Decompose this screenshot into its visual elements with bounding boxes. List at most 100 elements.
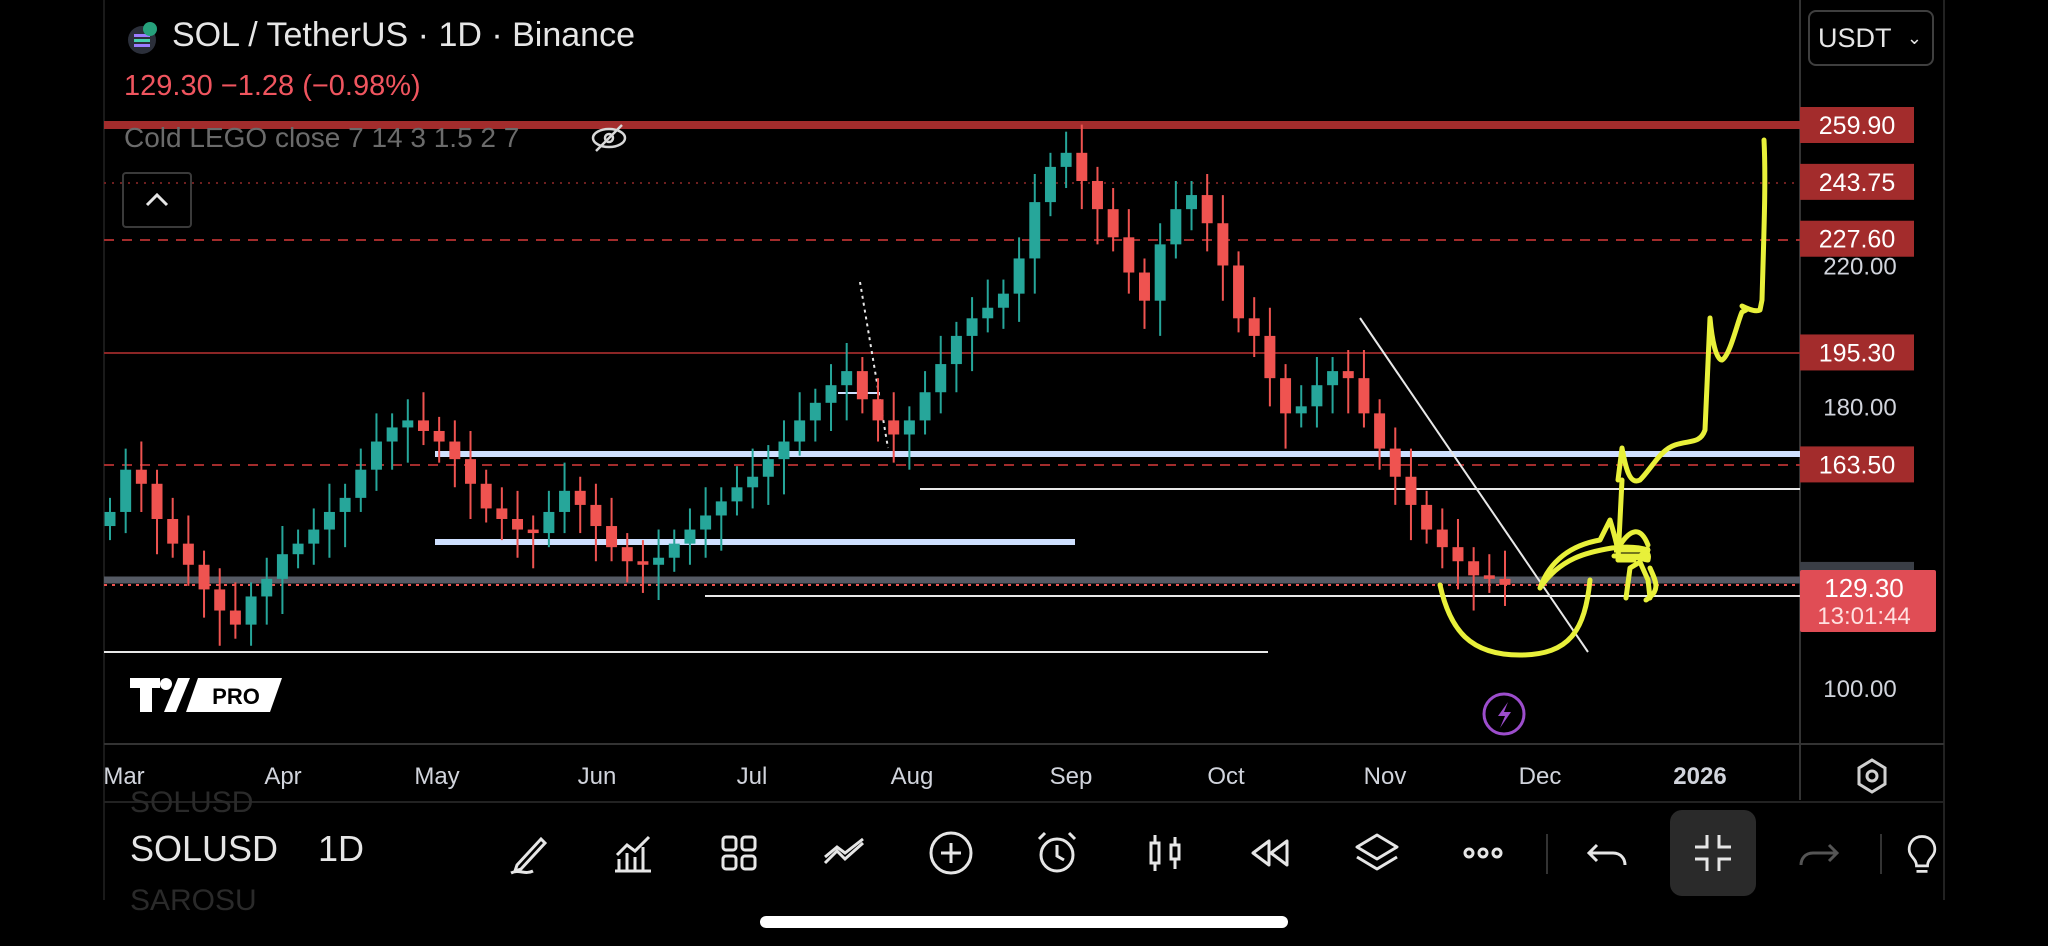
symbol-button[interactable]: SOLUSD xyxy=(130,828,279,869)
layers-button[interactable] xyxy=(1334,810,1420,896)
candles-icon xyxy=(1149,835,1181,871)
x-tick-label: Oct xyxy=(1207,763,1245,790)
pen-icon xyxy=(510,836,548,875)
rewind-icon xyxy=(1251,839,1289,867)
candle-body xyxy=(825,385,837,403)
candle-body xyxy=(778,441,790,460)
x-tick-label: Mar xyxy=(103,763,144,790)
settings-gear-icon[interactable] xyxy=(1852,756,1892,796)
price-label-box[interactable] xyxy=(1800,163,1914,200)
layouts-button[interactable] xyxy=(696,810,782,896)
last-price-value: 129.30 xyxy=(1824,573,1904,603)
price-label-box[interactable] xyxy=(1800,446,1914,483)
indicators-button[interactable] xyxy=(590,810,676,896)
fullscreen-exit-button[interactable] xyxy=(1670,810,1756,896)
grid-icon xyxy=(721,835,757,871)
currency-select[interactable]: USDT ⌄ xyxy=(1808,10,1934,66)
symbol-ghost-bottom: SAROSU xyxy=(130,884,257,917)
candle-body xyxy=(794,420,806,442)
price-label-box[interactable] xyxy=(1800,107,1914,143)
compare-button[interactable] xyxy=(802,810,888,896)
chart-pane[interactable] xyxy=(104,0,1800,744)
candle-body xyxy=(1295,406,1307,414)
price-label-value: 163.50 xyxy=(1819,451,1895,479)
alarm-clock-icon xyxy=(1037,831,1077,873)
candle-body xyxy=(1421,504,1433,530)
candle-body xyxy=(449,441,461,460)
candle-body xyxy=(480,483,492,509)
candle-body xyxy=(966,318,978,336)
x-tick-label: Jul xyxy=(737,763,768,790)
home-indicator xyxy=(760,916,1288,928)
candle-body xyxy=(1327,371,1339,386)
pro-label: PRO xyxy=(212,684,260,709)
collapse-legend-button[interactable] xyxy=(122,172,192,228)
candle-body xyxy=(276,554,288,579)
more-button[interactable] xyxy=(1440,810,1526,896)
trendline-down[interactable] xyxy=(1359,317,1589,653)
x-tick-label: Sep xyxy=(1050,763,1093,790)
coin-logo-icon xyxy=(124,20,160,56)
lightning-icon[interactable] xyxy=(1482,692,1526,736)
candle-body xyxy=(762,459,774,477)
candle-body xyxy=(308,529,320,544)
x-axis-ticks: Mar Apr May Jun Jul Aug Sep Oct Nov Dec 2026 xyxy=(103,763,1726,790)
candle-body xyxy=(621,547,633,562)
candle-body xyxy=(700,515,712,530)
bar-type-button[interactable] xyxy=(1122,810,1208,896)
candle-body xyxy=(1201,195,1213,224)
candle-body xyxy=(919,392,931,421)
candle-body xyxy=(982,307,994,319)
price-label-value: 243.75 xyxy=(1819,169,1895,197)
candle-body xyxy=(1076,152,1088,181)
candle-body xyxy=(261,578,273,597)
add-button[interactable] xyxy=(908,810,994,896)
undo-button[interactable] xyxy=(1564,810,1650,896)
candle-body xyxy=(104,511,116,527)
candle-body xyxy=(1170,209,1182,245)
plus-circle-icon xyxy=(929,831,973,875)
candle-body xyxy=(590,504,602,527)
interval-button[interactable]: 1D xyxy=(318,828,365,869)
chevron-down-icon: ⌄ xyxy=(1906,27,1922,48)
redo-button[interactable] xyxy=(1776,810,1862,896)
candle-body xyxy=(1233,265,1245,319)
candle-body xyxy=(841,371,853,386)
drawing-pen-button[interactable] xyxy=(486,810,572,896)
alert-button[interactable] xyxy=(1014,810,1100,896)
candle-body xyxy=(1091,180,1103,210)
candle-body xyxy=(1044,166,1056,203)
lightbulb-icon xyxy=(1907,835,1937,873)
candle-body xyxy=(1374,413,1386,449)
price-label-box[interactable] xyxy=(1800,220,1914,257)
candle-body xyxy=(1139,272,1150,301)
candle-body xyxy=(512,518,524,530)
candle-body xyxy=(1264,335,1276,379)
candle-body xyxy=(1483,575,1495,579)
toolbar-separator xyxy=(1880,834,1882,874)
eye-off-icon[interactable] xyxy=(590,122,628,154)
idea-button[interactable] xyxy=(1900,810,1944,896)
replay-button[interactable] xyxy=(1228,810,1314,896)
candle-body xyxy=(355,469,367,498)
candle-body xyxy=(1358,378,1370,414)
candle-body xyxy=(245,596,257,625)
x-tick-label: Nov xyxy=(1364,763,1407,790)
candle-body xyxy=(120,469,132,512)
candle-body xyxy=(386,427,398,442)
price-label-box[interactable] xyxy=(1800,334,1914,371)
candle-body xyxy=(496,508,508,519)
candle-body xyxy=(731,487,743,502)
symbol-title[interactable]: SOL / TetherUS · 1D · Binance xyxy=(172,16,635,54)
candle-body xyxy=(339,497,351,512)
candle-body xyxy=(1280,378,1292,414)
symbol-ghost-top: SOLUSD xyxy=(130,786,254,819)
candle-body xyxy=(684,529,696,544)
layers-icon xyxy=(1355,833,1399,871)
indicator-legend[interactable]: Cold LEGO close 7 14 3 1.5 2 7 xyxy=(124,122,520,153)
price-label-value: 259.90 xyxy=(1819,112,1895,140)
yellow-drawing[interactable] xyxy=(1437,137,1768,658)
y-tick-label: 180.00 xyxy=(1823,394,1896,421)
